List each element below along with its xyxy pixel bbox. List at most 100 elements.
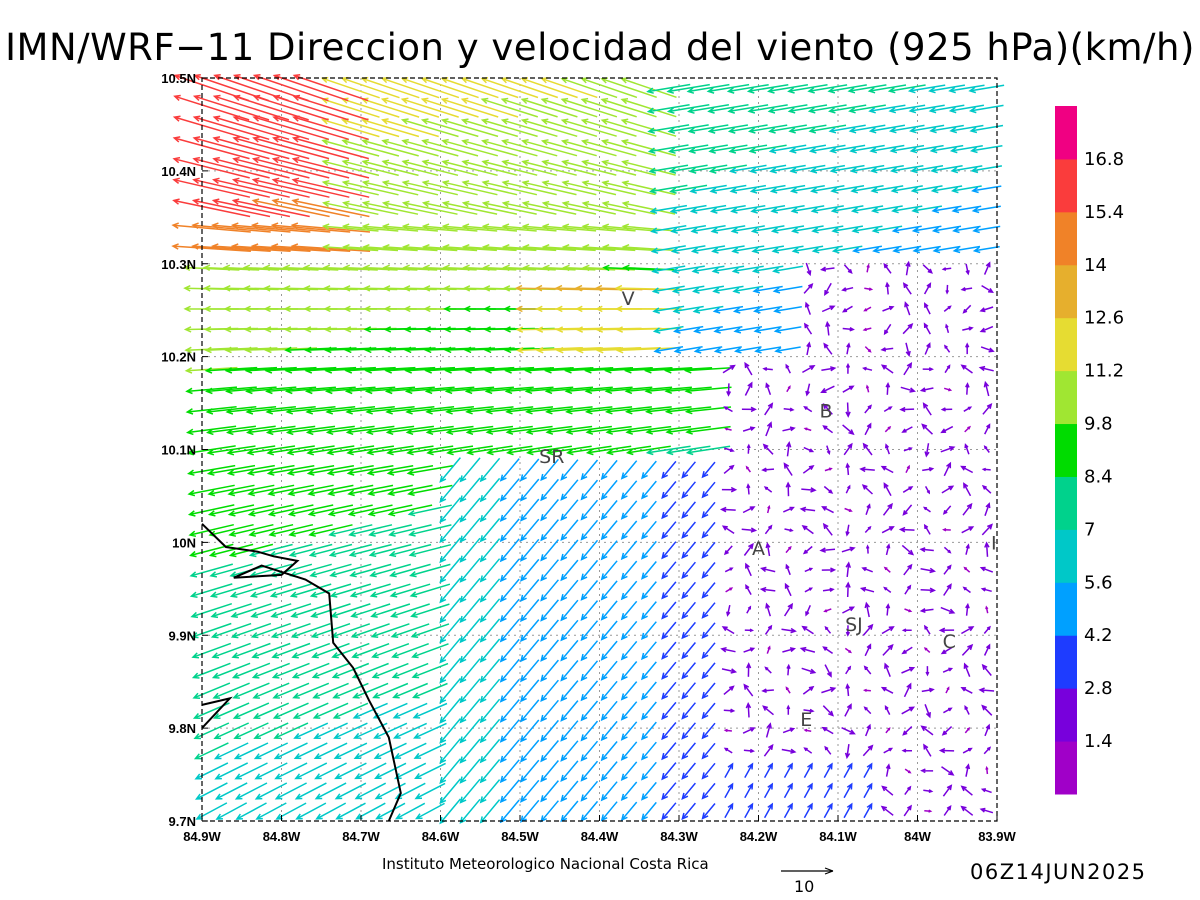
wind-vector [501,180,557,196]
wind-vector [441,138,498,157]
wind-vector [962,502,973,516]
wind-vector [459,598,481,624]
wind-vector [823,762,833,778]
wind-vector [764,666,772,674]
wind-vector [499,518,520,543]
wind-vector [192,682,231,699]
wind-vector [773,305,802,314]
wind-vector [381,200,438,215]
wind-vector [904,584,912,595]
wind-vector [375,802,406,820]
y-tick-label: 10.4N [161,164,196,179]
wind-vector [620,460,638,480]
wind-vector [540,478,559,502]
wind-vector [212,156,290,179]
colorbar-segment [1055,317,1077,372]
wind-vector [439,657,461,684]
wind-vector [746,662,752,677]
wind-vector [940,425,954,434]
wind-vector [600,640,618,661]
wind-vector [499,638,520,663]
place-label: SR [539,446,564,468]
wind-vector [965,543,970,555]
wind-vector [246,464,295,476]
wind-vector [803,406,813,413]
wind-vector [764,402,774,416]
wind-vector [479,738,501,764]
wind-vector [202,264,260,272]
wind-vector [304,366,357,374]
wind-vector [367,504,413,517]
wind-vector [805,383,811,397]
wind-vector [701,562,716,579]
wind-vector [350,603,391,618]
wind-vector [188,523,234,538]
wind-vector [863,665,872,675]
wind-vector [620,640,638,661]
wind-vector [403,346,456,354]
wind-vector [191,243,271,253]
wind-vector [374,762,407,780]
wind-vector [254,762,288,780]
wind-vector [540,539,559,562]
wind-vector [605,425,652,435]
wind-vector [560,539,579,562]
wind-vector [784,582,792,597]
wind-vector [580,479,599,501]
wind-vector [521,139,578,157]
wind-vector [621,223,676,232]
wind-vector [701,722,716,740]
wind-vector [923,624,931,635]
x-tick-label: 84.5W [501,829,539,844]
wind-vector [501,223,557,232]
wind-vector [247,504,294,517]
wind-vector [823,342,833,355]
wind-vector [479,598,501,623]
wind-vector [214,762,249,780]
wind-vector [768,124,807,134]
wind-vector [752,285,783,294]
wind-vector [964,705,970,715]
wind-vector [648,164,689,174]
wind-vector [535,346,602,354]
wind-vector [681,722,696,740]
wind-vector [870,185,904,194]
wind-vector [744,802,754,819]
wind-vector [665,425,711,435]
wind-vector [411,662,449,679]
wind-vector [641,721,657,741]
wind-vector [940,646,953,655]
wind-vector [804,567,814,573]
wind-vector [211,243,291,253]
wind-vector [600,801,618,822]
wind-vector [226,445,276,456]
wind-vector [273,722,309,740]
wind-vector [271,198,350,218]
wind-vector [459,477,481,503]
wind-vector [910,185,943,194]
wind-vector [460,97,519,118]
wind-vector [823,485,834,494]
wind-vector [233,742,269,760]
wind-vector [479,457,501,483]
wind-vector [391,662,429,679]
wind-vector [308,543,353,558]
wind-vector [744,628,755,633]
wind-vector [580,519,599,541]
wind-vector [291,642,331,659]
wind-vector [520,679,540,703]
wind-vector [945,323,950,333]
wind-vector [902,282,912,295]
wind-vector [720,646,736,653]
wind-vector [520,599,540,623]
wind-vector [641,540,657,560]
wind-vector [227,484,275,497]
wind-vector [843,264,853,274]
wind-vector [723,406,733,413]
wind-vector [209,583,253,598]
wind-vector [803,446,815,453]
wind-vector [868,104,906,114]
wind-vector [802,545,813,555]
wind-vector [560,760,579,783]
wind-vector [686,83,730,94]
